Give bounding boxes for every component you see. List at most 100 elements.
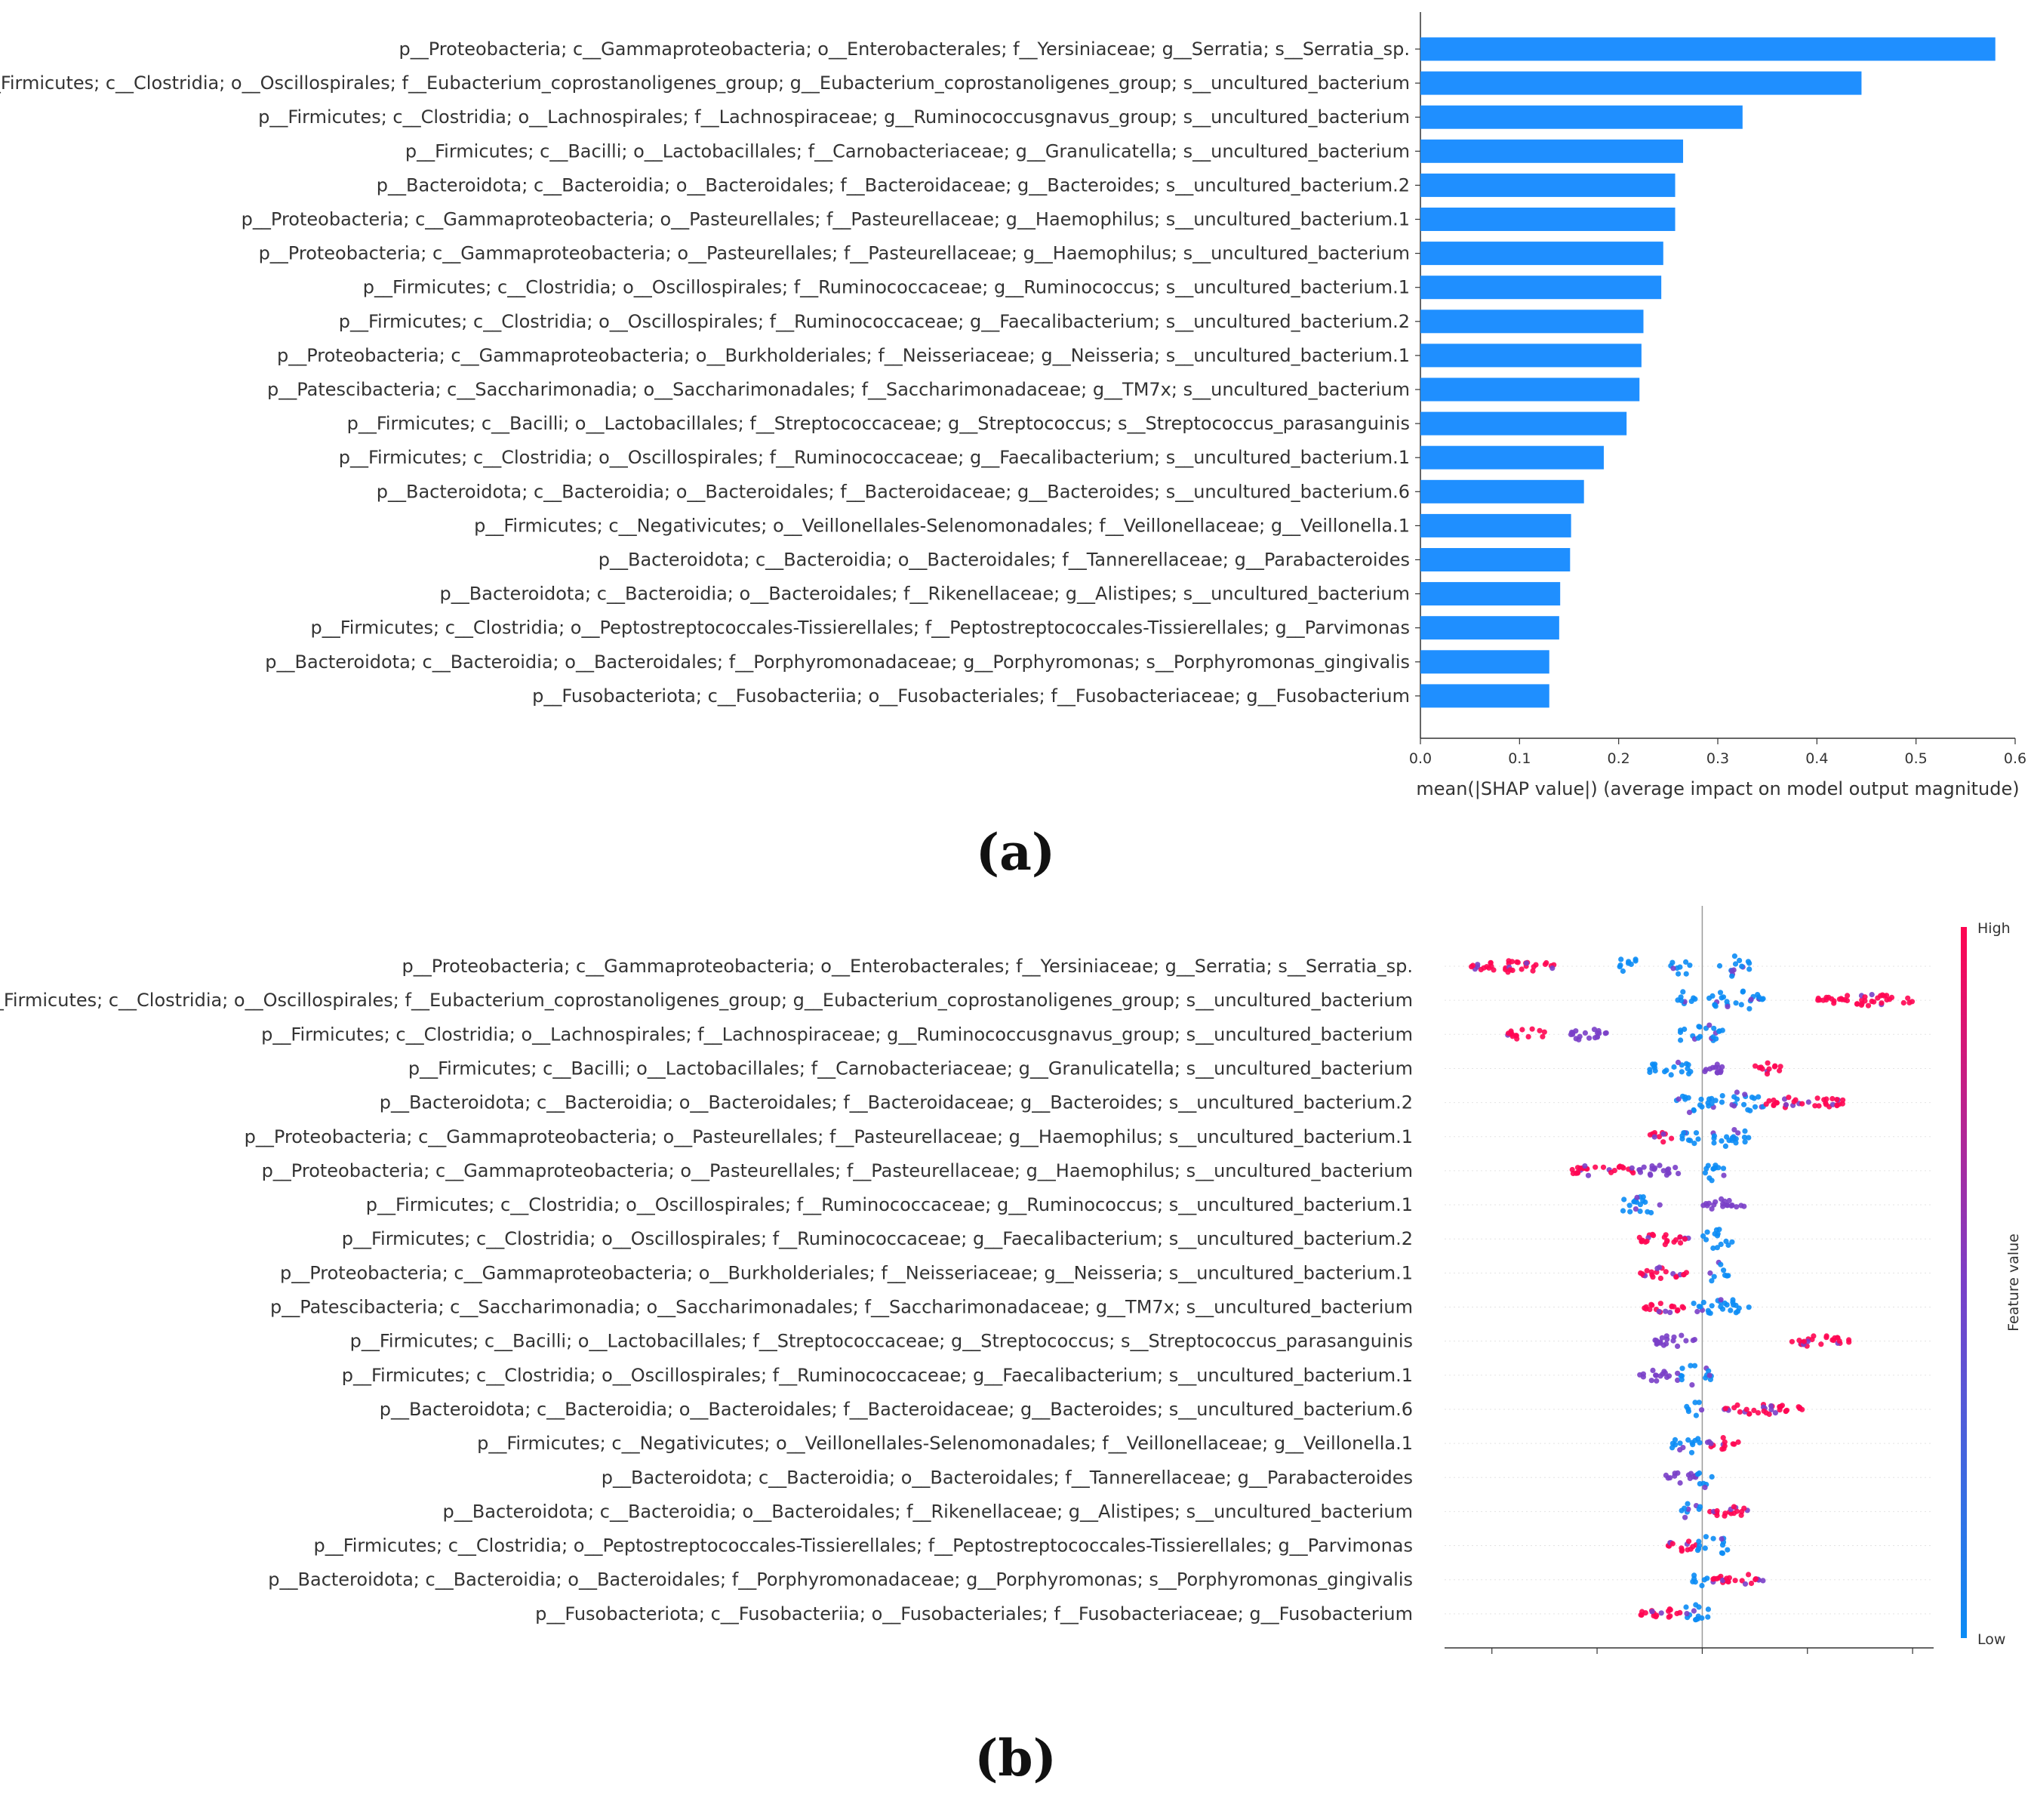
shap-point	[1700, 1233, 1706, 1239]
shap-point	[1691, 1608, 1697, 1614]
feature-row-points	[1638, 1259, 1731, 1284]
shap-point	[1695, 1035, 1701, 1041]
shap-point	[1719, 1550, 1725, 1556]
shap-point	[1869, 992, 1875, 998]
colorbar-label: Feature value	[2005, 1233, 2022, 1332]
shap-point	[1719, 995, 1725, 1001]
shap-point	[1719, 1099, 1725, 1105]
shap-point	[1731, 1504, 1737, 1510]
shap-point	[1722, 1443, 1728, 1449]
shap-point	[1749, 1095, 1755, 1101]
shap-point	[1716, 1028, 1722, 1034]
shap-point	[1823, 1335, 1829, 1341]
shap-point	[1741, 1135, 1747, 1141]
shap-point	[1686, 1110, 1693, 1116]
shap-point	[1663, 1239, 1670, 1245]
shap-point	[1887, 996, 1893, 1002]
shap-point	[1519, 1027, 1525, 1033]
shap-point	[1733, 1000, 1739, 1006]
shap-point	[1573, 1028, 1579, 1034]
shap-point	[1840, 1097, 1846, 1103]
shap-point	[1713, 1199, 1719, 1205]
shap-point	[1657, 1163, 1663, 1169]
shap-point	[1530, 968, 1536, 974]
shap-point	[1681, 1272, 1687, 1278]
shap-point	[1637, 1202, 1643, 1208]
shap-point	[1611, 1168, 1617, 1174]
shap-point	[1668, 1072, 1674, 1078]
category-label: p__Firmicutes; c__Bacilli; o__Lactobacil…	[347, 413, 1410, 434]
shap-point	[1663, 1172, 1669, 1178]
shap-point	[1697, 1102, 1703, 1108]
shap-point	[1491, 967, 1497, 973]
shap-point	[1695, 1436, 1701, 1442]
shap-point	[1732, 1578, 1738, 1584]
category-label: p__Proteobacteria; c__Gammaproteobacteri…	[245, 1126, 1413, 1147]
shap-point	[1651, 1134, 1657, 1140]
shap-point	[1685, 1547, 1691, 1553]
shap-point	[1722, 1300, 1728, 1306]
shap-point	[1682, 1096, 1688, 1102]
shap-point	[1710, 1576, 1716, 1582]
shap-point	[1677, 1480, 1683, 1486]
shap-point	[1764, 1071, 1771, 1077]
shap-point	[1688, 1449, 1695, 1455]
category-label: p__Firmicutes; c__Clostridia; o__Lachnos…	[258, 106, 1410, 128]
shap-point	[1672, 1165, 1679, 1171]
shap-point	[1905, 995, 1911, 1001]
shap-point	[1585, 1172, 1592, 1178]
shap-point	[1650, 1367, 1656, 1373]
shap-point	[1691, 1141, 1697, 1147]
bar	[1420, 276, 1662, 300]
shap-point	[1741, 1505, 1747, 1511]
shap-point	[1620, 1208, 1626, 1214]
category-label: p__Bacteroidota; c__Bacteroidia; o__Bact…	[268, 1569, 1413, 1591]
shap-point	[1670, 965, 1676, 972]
bar	[1420, 616, 1559, 640]
shap-point	[1689, 1382, 1695, 1388]
shap-point	[1871, 999, 1877, 1005]
shap-point	[1667, 1310, 1673, 1316]
shap-point	[1756, 994, 1762, 1000]
shap-point	[1679, 997, 1685, 1003]
shap-point	[1760, 1578, 1766, 1584]
bar	[1420, 208, 1676, 231]
category-label: p__Fusobacteriota; c__Fusobacteriia; o__…	[535, 1603, 1413, 1624]
x-tick-label: 2	[1908, 1660, 1917, 1661]
shap-point	[1662, 1069, 1668, 1075]
shap-point	[1628, 961, 1634, 967]
shap-point	[1514, 959, 1520, 965]
bar	[1420, 139, 1684, 163]
shap-point	[1697, 1504, 1703, 1510]
shap-point	[1716, 962, 1723, 969]
shap-point	[1720, 1166, 1727, 1172]
shap-point	[1772, 1063, 1778, 1069]
category-label: p__Firmicutes; c__Clostridia; o__Lachnos…	[261, 1024, 1413, 1045]
shap-point	[1627, 1209, 1633, 1215]
shap-point	[1641, 1164, 1647, 1170]
category-label: p__Firmicutes; c__Bacilli; o__Lactobacil…	[350, 1331, 1413, 1352]
shap-point	[1709, 1095, 1715, 1101]
shap-point	[1731, 1103, 1737, 1109]
shap-point	[1741, 1101, 1747, 1107]
shap-point	[1648, 1269, 1654, 1275]
shap-point	[1717, 990, 1724, 996]
shap-point	[1718, 1241, 1724, 1247]
shap-point	[1801, 1338, 1807, 1344]
shap-point	[1746, 1304, 1752, 1310]
shap-point	[1703, 1534, 1709, 1540]
category-label: p__Proteobacteria; c__Gammaproteobacteri…	[399, 38, 1410, 60]
shap-point	[1766, 1066, 1772, 1072]
shap-point	[1709, 1101, 1715, 1107]
shap-point	[1679, 1547, 1685, 1553]
shap-point	[1745, 1107, 1751, 1113]
shap-point	[1507, 967, 1513, 973]
feature-row-points	[1469, 953, 1753, 979]
shap-point	[1695, 1136, 1701, 1142]
shap-point	[1735, 1439, 1741, 1445]
feature-row-points	[1663, 1470, 1715, 1490]
bar	[1420, 548, 1571, 571]
shap-point	[1680, 1304, 1687, 1311]
shap-point	[1753, 1576, 1759, 1582]
shap-point	[1713, 1003, 1719, 1009]
